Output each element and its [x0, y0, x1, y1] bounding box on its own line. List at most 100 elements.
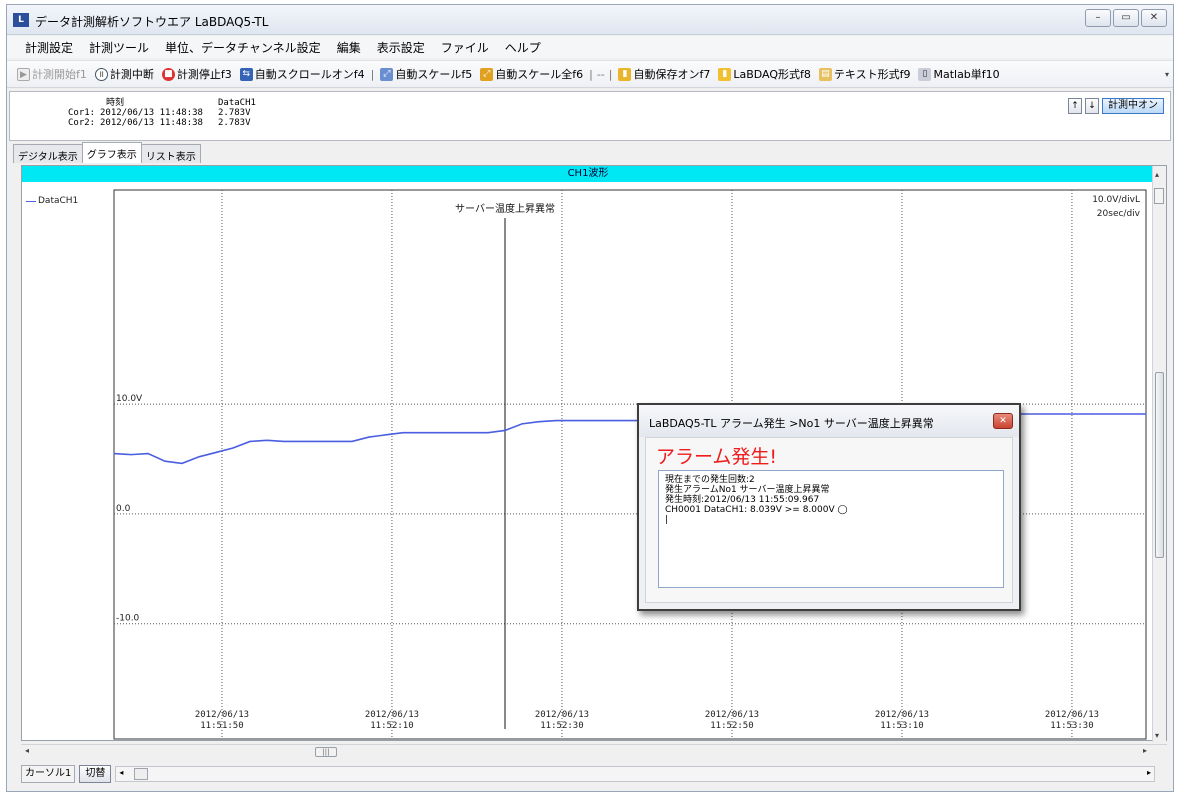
legend: DataCH1 — [26, 196, 78, 206]
cursor-header-time: 時刻 — [106, 98, 125, 108]
data-point — [113, 452, 115, 455]
data-point — [181, 462, 183, 465]
tab-list-view[interactable]: リスト表示 — [140, 144, 201, 163]
cursor-down-button[interactable]: ↓ — [1085, 98, 1099, 114]
text-format-button[interactable]: ▤ テキスト形式f9 — [817, 66, 913, 82]
cursor-info-panel: 時刻 DataCH1 Cor1: 2012/06/13 11:48:38 2.7… — [9, 91, 1171, 141]
cursor-info-row: Cor1: 2012/06/13 11:48:38 2.783V — [68, 108, 278, 118]
tab-digital-view[interactable]: デジタル表示 — [13, 144, 83, 163]
y-tick-label: 10.0V — [116, 394, 143, 404]
horizontal-scrollbar[interactable]: ◂ ||| ▸ — [21, 744, 1167, 758]
data-point — [164, 460, 166, 462]
toolbar-separator: | — [370, 67, 375, 81]
minimize-button[interactable]: – — [1085, 9, 1111, 27]
cursor-header-label — [68, 98, 100, 108]
cursor-scroll-right-icon[interactable]: ▸ — [1146, 768, 1151, 777]
toolbar-separator: | — [608, 67, 613, 81]
auto-scroll-button[interactable]: ⇆ 自動スクロールオンf4 — [238, 66, 367, 82]
alarm-message-line: 発生時刻:2012/06/13 11:55:09.967 — [665, 495, 820, 505]
menu-measure-settings[interactable]: 計測設定 — [25, 40, 74, 55]
measuring-on-button[interactable]: 計測中オン — [1102, 98, 1164, 114]
matlab-format-label: Matlab単f10 — [933, 68, 1000, 81]
app-logo-icon: L — [13, 13, 29, 27]
app-window: L データ計測解析ソフトウエア LaBDAQ5-TL – ▭ ✕ 計測設定 計測… — [6, 4, 1174, 792]
text-format-icon: ▤ — [818, 67, 832, 81]
cursor-row-time: 2012/06/13 11:48:38 — [100, 108, 203, 118]
view-tabs: デジタル表示 グラフ表示 リスト表示 — [13, 142, 201, 164]
auto-scale-icon: ⤢ — [380, 67, 394, 81]
pause-measure-button[interactable]: ॥ 計測中断 — [93, 66, 156, 82]
data-point — [317, 440, 319, 443]
scroll-up-icon[interactable]: ▴ — [1155, 170, 1160, 179]
auto-save-button[interactable]: ▮ 自動保存オンf7 — [616, 66, 712, 82]
menu-help[interactable]: ヘルプ — [504, 40, 541, 55]
close-button[interactable]: ✕ — [1141, 9, 1167, 27]
data-point — [198, 456, 200, 458]
tab-graph-view[interactable]: グラフ表示 — [81, 142, 142, 163]
matlab-format-button[interactable]: ▯ Matlab単f10 — [916, 66, 1001, 82]
start-measure-button[interactable]: ▶ 計測開始f1 — [15, 66, 89, 82]
alarm-dialog-title: LaBDAQ5-TL アラーム発生 >No1 サーバー温度上昇異常 — [649, 417, 934, 430]
x-tick-label-date: 2012/06/13 — [875, 710, 929, 720]
cursor-row-label: Cor1: — [68, 108, 96, 118]
pause-icon: ॥ — [94, 67, 108, 81]
menu-unit-channel-settings[interactable]: 単位、データチャンネル設定 — [165, 40, 321, 55]
data-point — [572, 419, 574, 422]
labdaq-format-button[interactable]: ▮ LaBDAQ形式f8 — [716, 66, 813, 82]
data-point — [436, 432, 438, 434]
cursor-scrollbar[interactable]: ◂ ▸ — [115, 766, 1155, 782]
auto-scale-all-label: 自動スケール全f6 — [495, 68, 584, 81]
pause-measure-label: 計測中断 — [109, 68, 154, 81]
alarm-dialog-body: アラーム発生! 現在までの発生回数:2 発生アラームNo1 サーバー温度上昇異常… — [645, 437, 1013, 603]
auto-scroll-icon: ⇆ — [239, 67, 253, 81]
toolbar-overflow-icon[interactable]: ▾ — [1164, 70, 1169, 79]
stop-measure-button[interactable]: ■ 計測停止f3 — [160, 66, 234, 82]
horizontal-scroll-thumb[interactable]: ||| — [315, 747, 337, 757]
y-tick-label: 0.0 — [116, 504, 131, 514]
switch-cursor-button[interactable]: 切替 — [79, 765, 112, 783]
scroll-top-box[interactable] — [1154, 188, 1164, 204]
vertical-scrollbar[interactable]: ▴ ▾ — [1152, 166, 1166, 742]
scroll-down-icon[interactable]: ▾ — [1155, 731, 1160, 740]
auto-save-label: 自動保存オンf7 — [633, 68, 711, 81]
legend-line-icon — [26, 200, 36, 202]
scroll-right-icon[interactable]: ▸ — [1142, 746, 1147, 755]
cursor-scroll-thumb[interactable] — [134, 768, 149, 780]
cursor-select-label: カーソル1 — [21, 765, 76, 783]
data-point — [1090, 413, 1093, 415]
plot-area[interactable]: 10.0V0.0-10.02012/06/1311:51:502012/06/1… — [22, 182, 1154, 742]
cursor-info-header: 時刻 DataCH1 — [68, 98, 278, 108]
vertical-scroll-thumb[interactable] — [1155, 372, 1164, 558]
legend-label: DataCH1 — [38, 196, 79, 206]
menu-display-settings[interactable]: 表示設定 — [376, 40, 425, 55]
alarm-marker-label: サーバー温度上昇異常 — [455, 202, 555, 215]
auto-scale-all-button[interactable]: ⤢ 自動スケール全f6 — [478, 66, 585, 82]
data-point — [334, 440, 336, 443]
alarm-message-box[interactable]: 現在までの発生回数:2 発生アラームNo1 サーバー温度上昇異常 発生時刻:20… — [658, 470, 1004, 588]
data-point — [487, 432, 489, 434]
cursor-row-value: 2.783V — [218, 108, 251, 118]
menu-measure-tools[interactable]: 計測ツール — [89, 40, 150, 55]
maximize-button[interactable]: ▭ — [1113, 9, 1139, 27]
cursor-up-button[interactable]: ↑ — [1068, 98, 1082, 114]
menu-edit[interactable]: 編集 — [336, 40, 361, 55]
volt-per-div-label: 10.0V/divL — [1092, 195, 1140, 205]
alarm-heading: アラーム発生! — [656, 446, 778, 468]
title-bar: L データ計測解析ソフトウエア LaBDAQ5-TL – ▭ ✕ — [7, 5, 1173, 35]
bottom-bar: カーソル1 切替 ◂ ▸ — [21, 763, 1155, 785]
auto-scroll-label: 自動スクロールオンf4 — [254, 68, 365, 81]
auto-save-icon: ▮ — [618, 67, 632, 81]
alarm-dialog: LaBDAQ5-TL アラーム発生 >No1 サーバー温度上昇異常 ✕ アラーム… — [637, 403, 1021, 611]
data-point — [453, 432, 455, 434]
cursor-header-channel: DataCH1 — [218, 98, 256, 108]
data-point — [589, 419, 591, 422]
cursor-scroll-left-icon[interactable]: ◂ — [119, 768, 124, 777]
x-tick-label-time: 11:52:30 — [540, 721, 583, 731]
menu-file[interactable]: ファイル — [440, 40, 489, 55]
data-point — [368, 436, 370, 438]
alarm-close-button[interactable]: ✕ — [993, 413, 1013, 429]
data-point — [130, 454, 132, 456]
scroll-left-icon[interactable]: ◂ — [25, 746, 30, 755]
data-point — [521, 423, 523, 425]
auto-scale-button[interactable]: ⤢ 自動スケールf5 — [378, 66, 474, 82]
